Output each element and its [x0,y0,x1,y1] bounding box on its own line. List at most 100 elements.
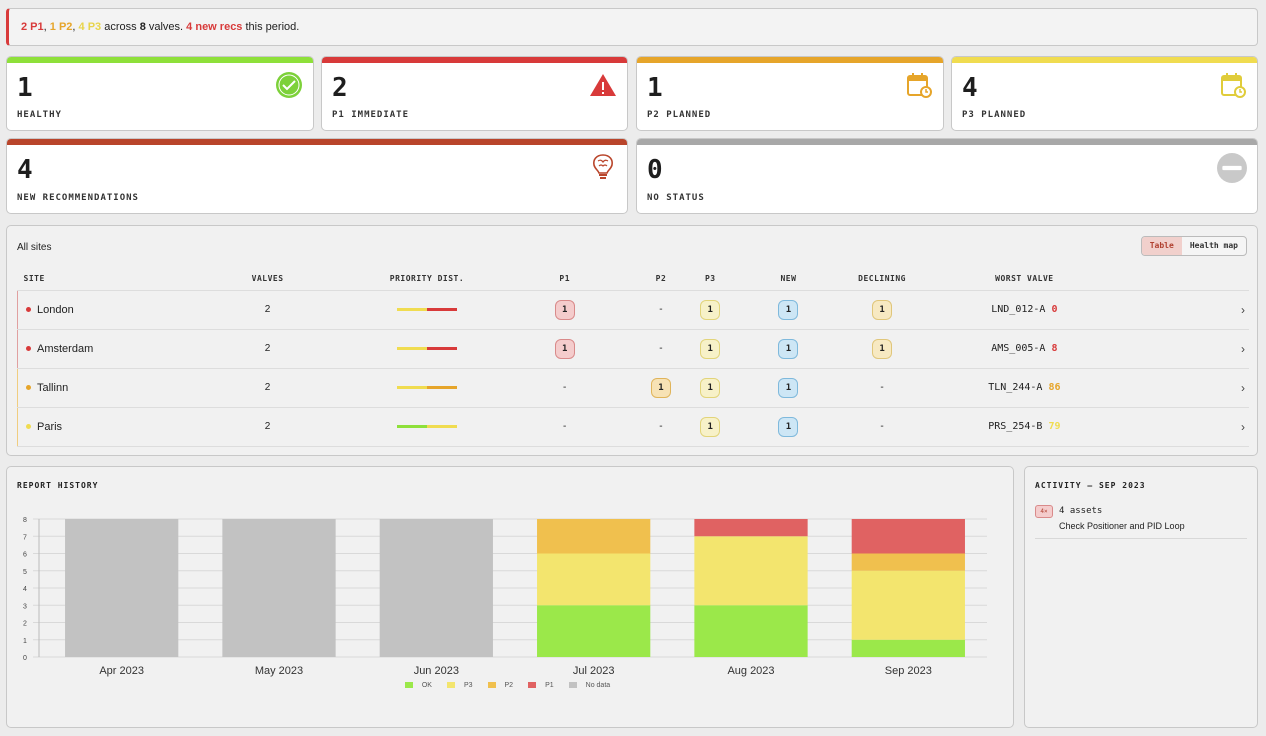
site-name[interactable]: Tallinn [37,381,69,394]
panel-title: All sites [17,242,52,253]
new-count[interactable]: 1 [778,338,799,359]
valve-count: 2 [159,407,376,447]
new-count[interactable]: 1 [778,299,799,320]
kpi-label: P3 PLANNED [962,110,1027,120]
new-count[interactable]: 1 [778,377,799,398]
p2-count[interactable]: 1 [650,377,671,398]
activity-panel: ACTIVITY — SEP 2023 4× 4 assets Check Po… [1024,466,1258,728]
declining-count[interactable]: 1 [872,299,893,320]
banner-new-recs: 4 new recs [186,21,243,33]
kpi-card-new-recommendations[interactable]: 4 NEW RECOMMENDATIONS [6,138,628,214]
y-tick-label: 0 [23,655,27,662]
bar-segment-p2 [537,519,651,554]
chart-title: REPORT HISTORY [17,481,99,490]
report-history-panel: REPORT HISTORY 0 1 2 3 4 5 6 7 8 Apr 2023 May 2023… [6,466,1014,728]
activity-item[interactable]: 4× 4 assets Check Positioner and PID Loo… [1035,503,1247,539]
x-tick-label: Aug 2023 [727,665,774,677]
table-view-button[interactable]: Table [1141,237,1182,255]
kpi-card-p2-planned[interactable]: 1 P2 PLANNED [636,56,944,131]
p3-count[interactable]: 1 [700,299,721,320]
kpi-value: 4 [17,155,33,185]
chevron-right-icon[interactable]: › [1241,302,1245,317]
site-row[interactable]: Amsterdam 2 1 - 1 1 1 AMS_005-A 8 › [16,329,1249,369]
chart-legend: OK P3 P2 P1 No data [7,682,1013,689]
kpi-card-p3-planned[interactable]: 4 P3 PLANNED [951,56,1258,131]
banner-p2-count: 1 P2 [49,21,73,33]
status-dot [26,307,31,313]
y-tick-label: 7 [23,534,27,541]
banner-valve-count: 8 [139,21,146,33]
report-history-chart: 0 1 2 3 4 5 6 7 8 Apr 2023 May 2023 Jun 2023 Jul 202… [23,517,987,677]
chevron-right-icon[interactable]: › [1241,380,1245,395]
p3-count[interactable]: 1 [700,377,721,398]
col-worst-valve[interactable]: WORST VALVE [936,268,1112,291]
dist-segment [426,346,457,350]
worst-valve-id[interactable]: PRS_254-B [988,421,1043,432]
kpi-card-no-status[interactable]: 0 NO STATUS [636,138,1258,214]
site-name[interactable]: Amsterdam [37,342,94,355]
p1-count: - [478,368,651,408]
col-p1[interactable]: P1 [478,268,651,291]
table-header-row: SITE VALVES PRIORITY DIST. P1 P2 P3 NEW … [17,268,1249,291]
worst-valve-id[interactable]: AMS_005-A [991,343,1046,354]
legend-item: P1 [528,682,559,689]
status-dot [26,424,31,430]
p2-count: - [650,329,671,369]
kpi-value: 1 [17,73,33,103]
worst-valve-id[interactable]: LND_012-A [991,304,1046,315]
y-tick-label: 1 [23,638,27,645]
sites-panel: All sites Table Health map SITE VALVES P… [6,225,1258,456]
legend-swatch [568,682,577,689]
col-new[interactable]: NEW [749,268,828,291]
bar-segment-ok [537,605,651,657]
site-row[interactable]: Paris 2- -1 1- PRS_254-B 79 › [16,407,1249,447]
worst-valve-id[interactable]: TLN_244-A [988,382,1043,393]
col-valves[interactable]: VALVES [159,268,376,291]
activity-assets: 4 assets [1059,506,1103,516]
new-count[interactable]: 1 [778,416,799,437]
worst-valve-score: 0 [1051,304,1058,315]
p1-count[interactable]: 1 [554,338,575,359]
col-declining[interactable]: DECLINING [827,268,937,291]
site-row[interactable]: London 2 1 - 1 1 1 LND_012-A 0 › [16,290,1249,330]
site-row[interactable]: Tallinn 2-1 1 1- TLN_244-A 86 › [16,368,1249,408]
priority-dist-bar [396,385,457,389]
p1-count[interactable]: 1 [554,299,575,320]
bar-segment-p2 [851,553,965,571]
chevron-right-icon[interactable]: › [1241,419,1245,434]
kpi-value: 1 [647,73,663,103]
bar-segment-no-data [222,519,336,657]
summary-banner: 2 P1, 1 P2, 4 P3 across 8 valves. 4 new … [6,8,1258,46]
col-p3[interactable]: P3 [670,268,750,291]
brain-bulb-icon [593,154,613,179]
health-map-button[interactable]: Health map [1189,241,1238,250]
legend-label: OK [421,682,432,689]
site-name[interactable]: Paris [37,420,63,433]
check-circle-icon [276,72,302,98]
declining-count[interactable]: 1 [872,338,893,359]
p3-count[interactable]: 1 [700,416,721,437]
chevron-right-icon[interactable]: › [1241,341,1245,356]
valve-count: 2 [159,329,376,369]
x-tick-label: Jul 2023 [573,665,615,677]
x-tick-label: Sep 2023 [885,665,932,677]
bar-segment-p3 [851,570,965,640]
kpi-label: P1 IMMEDIATE [332,110,410,120]
legend-label: P1 [545,682,554,689]
kpi-value: 2 [332,73,348,103]
bar-segment-p1 [851,519,965,554]
p2-count: - [650,290,671,330]
kpi-card-healthy[interactable]: 1 HEALTHY [6,56,314,131]
p3-count[interactable]: 1 [700,338,721,359]
legend-item: No data [568,682,616,689]
kpi-label: P2 PLANNED [647,110,712,120]
banner-p1-count: 2 P1 [21,21,44,33]
kpi-card-p1-immediate[interactable]: 2 P1 IMMEDIATE [321,56,628,131]
kpi-value: 0 [647,155,663,185]
legend-label: P2 [504,682,514,689]
dist-segment [396,307,427,311]
legend-swatch [528,682,537,689]
col-p2[interactable]: P2 [650,268,671,291]
col-site[interactable]: SITE [17,268,160,291]
site-name[interactable]: London [37,303,74,316]
